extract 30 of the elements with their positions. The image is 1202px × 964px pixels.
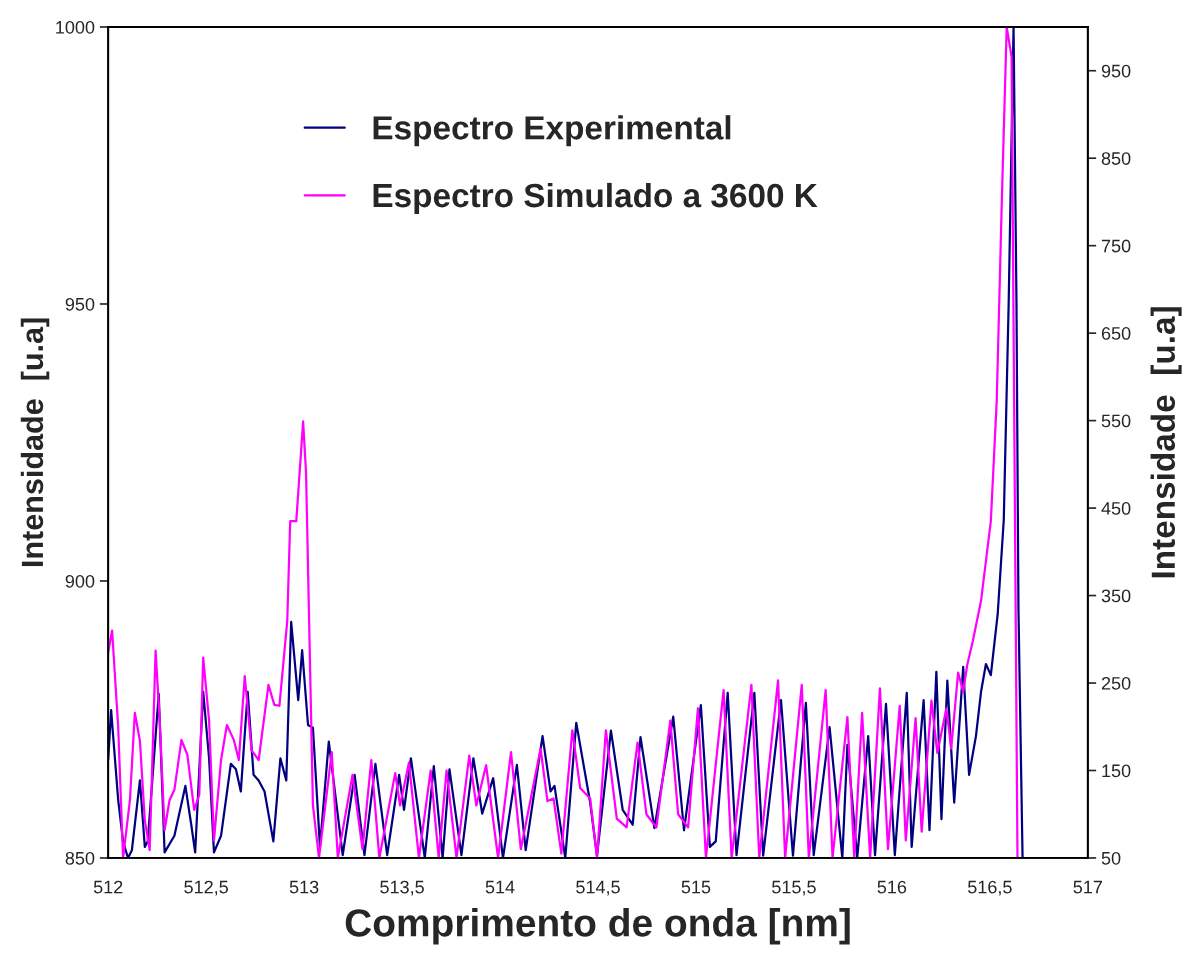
- x-tick-label: 512: [93, 880, 123, 894]
- y2-tick-label: 250: [1101, 676, 1131, 690]
- legend-label: Espectro Experimental: [373, 115, 731, 147]
- x-tick-label: 514: [485, 880, 515, 894]
- x-tick-label: 513,5: [380, 880, 424, 896]
- y2-tick-label: 450: [1101, 502, 1131, 515]
- x-tick-label: 514,5: [576, 880, 620, 896]
- y-tick-label: 950: [65, 297, 95, 311]
- y-tick-label: 900: [65, 574, 95, 588]
- y2-tick-label: 650: [1101, 327, 1131, 340]
- y2-tick-label: 850: [1101, 152, 1131, 165]
- x-tick-label: 515,5: [772, 880, 816, 896]
- x-axis-title: Comprimento de onda [nm]: [345, 908, 850, 945]
- y2-tick-label: 50: [1101, 851, 1121, 865]
- x-tick-label: 515: [681, 880, 711, 894]
- y2-tick-label: 150: [1102, 764, 1131, 778]
- x-tick-label: 516: [877, 880, 907, 894]
- y2-tick-label: 550: [1101, 414, 1131, 428]
- y-tick-label: 850: [65, 851, 95, 865]
- legend-label: Espectro Simulado a 3600 K: [373, 182, 818, 214]
- y2-tick-label: 350: [1101, 589, 1131, 603]
- y2-axis-title: Intensidade [u.a]: [1150, 307, 1182, 578]
- x-tick-label: 517: [1073, 880, 1102, 894]
- y2-tick-label: 750: [1101, 239, 1131, 253]
- x-tick-label: 513: [289, 880, 319, 894]
- x-tick-label: 512,5: [184, 880, 228, 896]
- y2-tick-label: 950: [1101, 64, 1131, 78]
- y-tick-label: 1000: [56, 20, 95, 34]
- y-axis-title: Intensidade [u.a]: [20, 318, 50, 567]
- x-tick-label: 516,5: [967, 880, 1012, 896]
